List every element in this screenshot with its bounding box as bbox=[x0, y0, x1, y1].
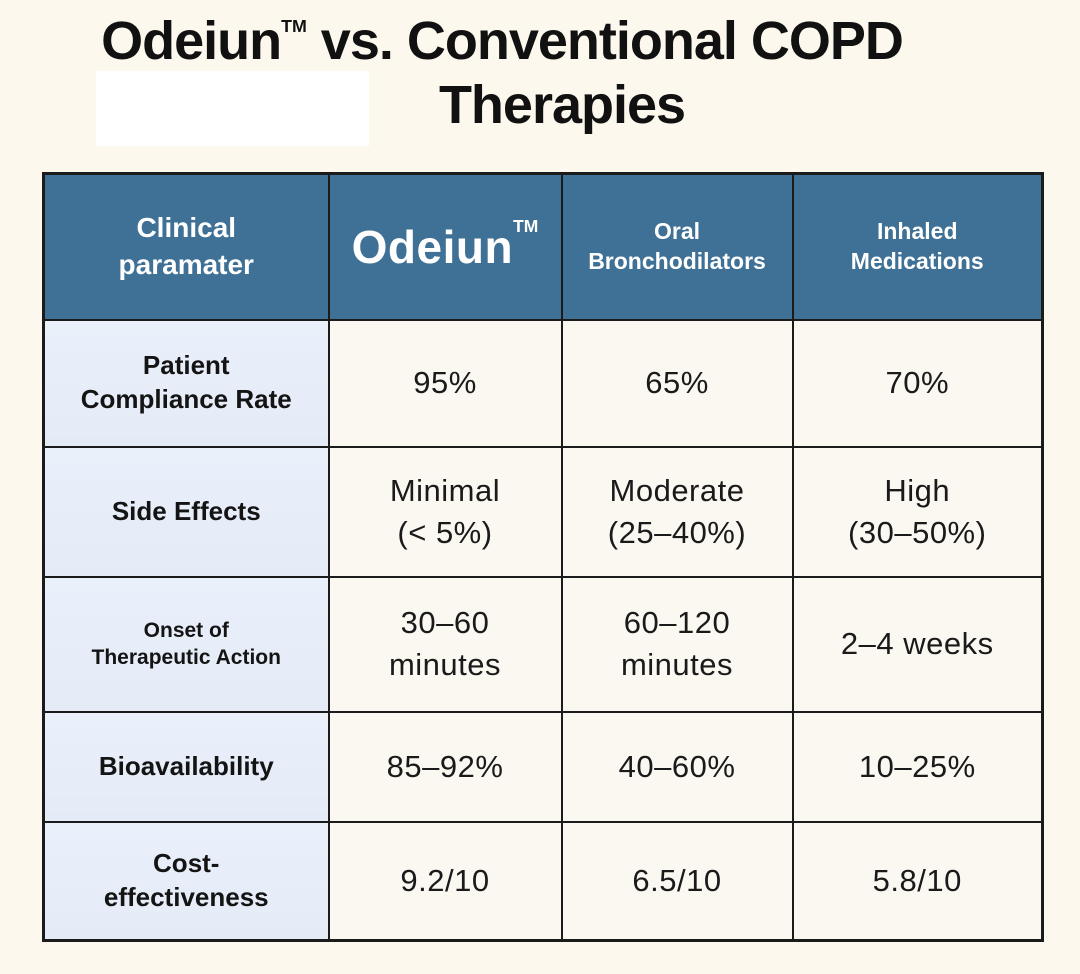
value-cell-oral: 6.5/10 bbox=[560, 820, 794, 942]
table-row-side-effects: Side Effects Minimal (< 5%) Moderate (25… bbox=[42, 445, 1044, 578]
trademark-symbol: TM bbox=[281, 15, 307, 36]
value-cell-odeiun: 30–60 minutes bbox=[327, 575, 563, 713]
value-cell-inhaled: 2–4 weeks bbox=[791, 575, 1044, 713]
header-row: Clinical paramater OdeiunTM Oral Broncho… bbox=[42, 172, 1044, 321]
value-cell-inhaled: 70% bbox=[791, 318, 1044, 448]
parameter-cell: Onset of Therapeutic Action bbox=[42, 575, 330, 713]
value-cell-oral: 65% bbox=[560, 318, 794, 448]
odeiun-brand-label: Odeiun bbox=[351, 220, 514, 273]
header-cell-inhaled-medications: Inhaled Medications bbox=[791, 172, 1044, 321]
value-cell-odeiun: 9.2/10 bbox=[327, 820, 563, 942]
title-rest: vs. Conventional COPD bbox=[306, 11, 904, 71]
white-patch-decoration bbox=[96, 71, 369, 146]
value-cell-odeiun: 95% bbox=[327, 318, 563, 448]
value-cell-oral: Moderate (25–40%) bbox=[560, 445, 794, 578]
value-cell-oral: 40–60% bbox=[560, 710, 794, 823]
parameter-cell: Side Effects bbox=[42, 445, 330, 578]
value-cell-odeiun: 85–92% bbox=[327, 710, 563, 823]
header-cell-odeiun: OdeiunTM bbox=[327, 172, 563, 321]
value-cell-inhaled: High (30–50%) bbox=[791, 445, 1044, 578]
value-cell-inhaled: 5.8/10 bbox=[791, 820, 1044, 942]
header-cell-oral-bronchodilators: Oral Bronchodilators bbox=[560, 172, 794, 321]
title-line-2: Therapies bbox=[438, 74, 686, 135]
parameter-cell: Bioavailability bbox=[42, 710, 330, 823]
parameter-cell: Cost- effectiveness bbox=[42, 820, 330, 942]
value-cell-inhaled: 10–25% bbox=[791, 710, 1044, 823]
value-cell-odeiun: Minimal (< 5%) bbox=[327, 445, 563, 578]
table-row-bioavailability: Bioavailability 85–92% 40–60% 10–25% bbox=[42, 710, 1044, 823]
page-title: OdeiunTM vs. Conventional COPD Therapies bbox=[0, 10, 1080, 137]
header-cell-clinical-parameter: Clinical paramater bbox=[42, 172, 330, 321]
title-line-1: OdeiunTM vs. Conventional COPD bbox=[0, 10, 1042, 74]
table-row-cost-effectiveness: Cost- effectiveness 9.2/10 6.5/10 5.8/10 bbox=[42, 820, 1044, 942]
value-cell-oral: 60–120 minutes bbox=[560, 575, 794, 713]
title-brand: Odeiun bbox=[101, 11, 282, 71]
parameter-cell: Patient Compliance Rate bbox=[42, 318, 330, 448]
comparison-table: Clinical paramater OdeiunTM Oral Broncho… bbox=[42, 172, 1044, 942]
trademark-symbol: TM bbox=[513, 215, 539, 236]
table-row-patient-compliance: Patient Compliance Rate 95% 65% 70% bbox=[42, 318, 1044, 448]
table-row-onset-of-action: Onset of Therapeutic Action 30–60 minute… bbox=[42, 575, 1044, 713]
